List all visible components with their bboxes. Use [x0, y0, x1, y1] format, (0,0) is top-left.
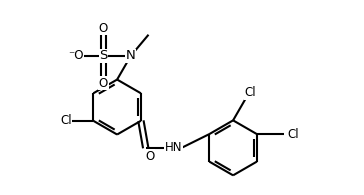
Text: Cl: Cl — [287, 128, 298, 141]
Text: S: S — [99, 49, 107, 62]
Text: Cl: Cl — [245, 86, 257, 99]
Text: N: N — [126, 49, 136, 62]
Text: HN: HN — [165, 141, 182, 154]
Text: O: O — [99, 77, 108, 90]
Text: O: O — [99, 22, 108, 35]
Text: Cl: Cl — [60, 114, 72, 127]
Text: O: O — [145, 150, 154, 163]
Text: ⁻O: ⁻O — [68, 49, 84, 62]
